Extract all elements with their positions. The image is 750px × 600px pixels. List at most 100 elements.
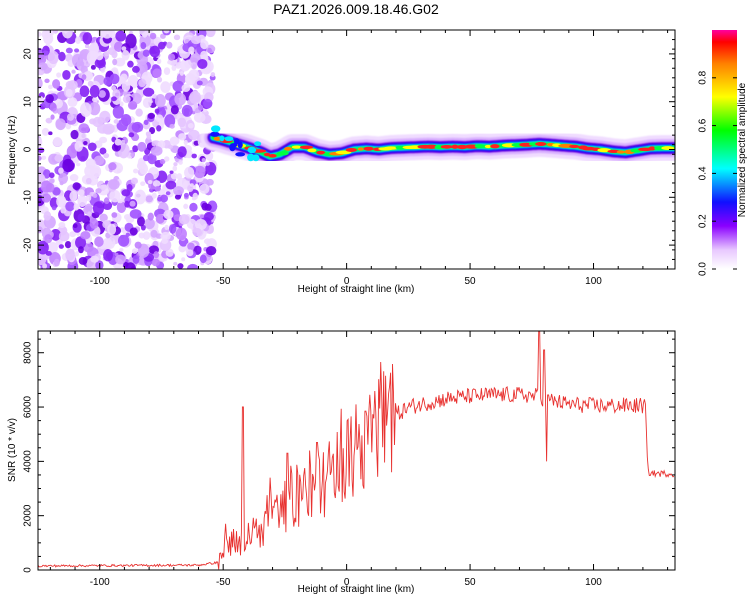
noise-speckle: [135, 108, 143, 117]
noise-speckle: [203, 238, 211, 245]
noise-speckle: [156, 125, 162, 132]
noise-speckle: [58, 51, 66, 62]
noise-speckle: [210, 72, 216, 78]
noise-speckle: [62, 69, 71, 80]
noise-speckle: [70, 129, 79, 140]
noise-speckle: [77, 213, 85, 222]
noise-speckle: [85, 158, 96, 169]
noise-speckle: [173, 34, 181, 41]
noise-speckle: [64, 240, 72, 249]
ridge-blob: [231, 142, 238, 148]
noise-speckle: [189, 183, 194, 187]
noise-speckle: [109, 189, 121, 203]
noise-speckle: [145, 195, 154, 203]
noise-speckle: [51, 206, 57, 211]
noise-speckle: [46, 182, 55, 193]
noise-speckle: [194, 218, 207, 231]
noise-speckle: [111, 85, 117, 91]
colorbar-tick-label: 0.2: [698, 214, 709, 228]
noise-speckle: [99, 110, 111, 123]
noise-speckle: [54, 154, 64, 162]
ridge-peak: [316, 150, 326, 155]
noise-speckle: [134, 189, 147, 205]
noise-speckle: [149, 45, 160, 58]
ridge-peak: [284, 146, 293, 151]
noise-speckle: [43, 211, 52, 221]
spectrogram-ylabel: Frequency (Hz): [7, 116, 18, 185]
x-tick-label: 100: [585, 276, 602, 287]
noise-speckle: [143, 119, 149, 126]
noise-speckle: [171, 65, 177, 71]
noise-speckle: [94, 228, 100, 235]
noise-speckle: [150, 145, 163, 156]
noise-speckle: [75, 162, 81, 167]
noise-speckle: [139, 163, 149, 175]
noise-speckle: [42, 50, 49, 56]
noise-speckle: [107, 223, 117, 236]
noise-speckle: [99, 136, 108, 144]
noise-speckle: [168, 53, 176, 61]
x-tick-label: 0: [344, 577, 350, 588]
noise-speckle: [196, 246, 202, 252]
frequency-ridge: [200, 124, 675, 170]
noise-speckle: [52, 187, 61, 196]
colorbar-ticks: 0.0 0.2 0.4 0.6 0.8: [698, 70, 737, 276]
noise-speckle: [131, 121, 144, 133]
noise-speckle: [129, 200, 136, 207]
noise-speckle: [52, 30, 59, 34]
noise-speckle: [169, 136, 180, 146]
noise-speckle: [127, 60, 134, 68]
noise-speckle: [55, 118, 66, 131]
noise-speckle: [73, 203, 80, 211]
y-tick-label: 0: [23, 146, 34, 152]
ridge-blob: [247, 146, 257, 154]
noise-speckle: [167, 60, 172, 65]
x-tick-label: 50: [465, 276, 477, 287]
noise-speckle: [117, 234, 130, 247]
colorbar-tick-label: 0.0: [698, 262, 709, 276]
noise-speckle: [48, 84, 53, 90]
y-tick-label: 0: [23, 567, 34, 573]
x-tick-label: -100: [90, 577, 110, 588]
noise-speckle: [48, 131, 53, 136]
noise-speckle: [184, 166, 195, 179]
noise-speckle: [142, 231, 151, 240]
noise-speckle: [120, 73, 128, 82]
noise-speckle: [89, 84, 100, 98]
noise-speckle: [189, 202, 198, 212]
noise-speckle: [38, 77, 43, 89]
y-tick-label: -10: [23, 190, 34, 205]
noise-speckle: [199, 254, 207, 264]
noise-speckle: [128, 132, 135, 138]
ridge-peak: [213, 136, 222, 141]
noise-speckle: [150, 229, 158, 238]
noise-speckle: [48, 241, 58, 254]
noise-speckle: [170, 172, 178, 180]
noise-speckle: [144, 218, 155, 230]
noise-speckle: [89, 218, 99, 229]
noise-speckle: [58, 230, 70, 242]
noise-speckle: [131, 177, 139, 185]
noise-speckle: [93, 193, 98, 199]
ridge-peak: [276, 151, 289, 156]
noise-speckle: [62, 158, 75, 173]
noise-speckle: [172, 80, 185, 92]
noise-speckle: [177, 117, 187, 128]
noise-speckle: [121, 81, 131, 92]
noise-speckle: [38, 182, 42, 189]
noise-speckle: [94, 236, 104, 247]
noise-speckle: [72, 223, 78, 229]
noise-speckle: [173, 162, 178, 167]
noise-speckle: [142, 49, 150, 57]
noise-speckle: [79, 85, 90, 98]
noise-speckle: [114, 252, 119, 256]
noise-speckle: [163, 30, 170, 34]
noise-speckle: [52, 79, 61, 89]
noise-speckle: [104, 50, 110, 57]
x-tick-label: -100: [90, 276, 110, 287]
noise-speckle: [38, 226, 43, 234]
noise-speckle: [147, 180, 153, 185]
noise-speckle: [177, 263, 184, 269]
noise-speckle: [80, 102, 92, 117]
ridge-peak: [299, 145, 314, 150]
